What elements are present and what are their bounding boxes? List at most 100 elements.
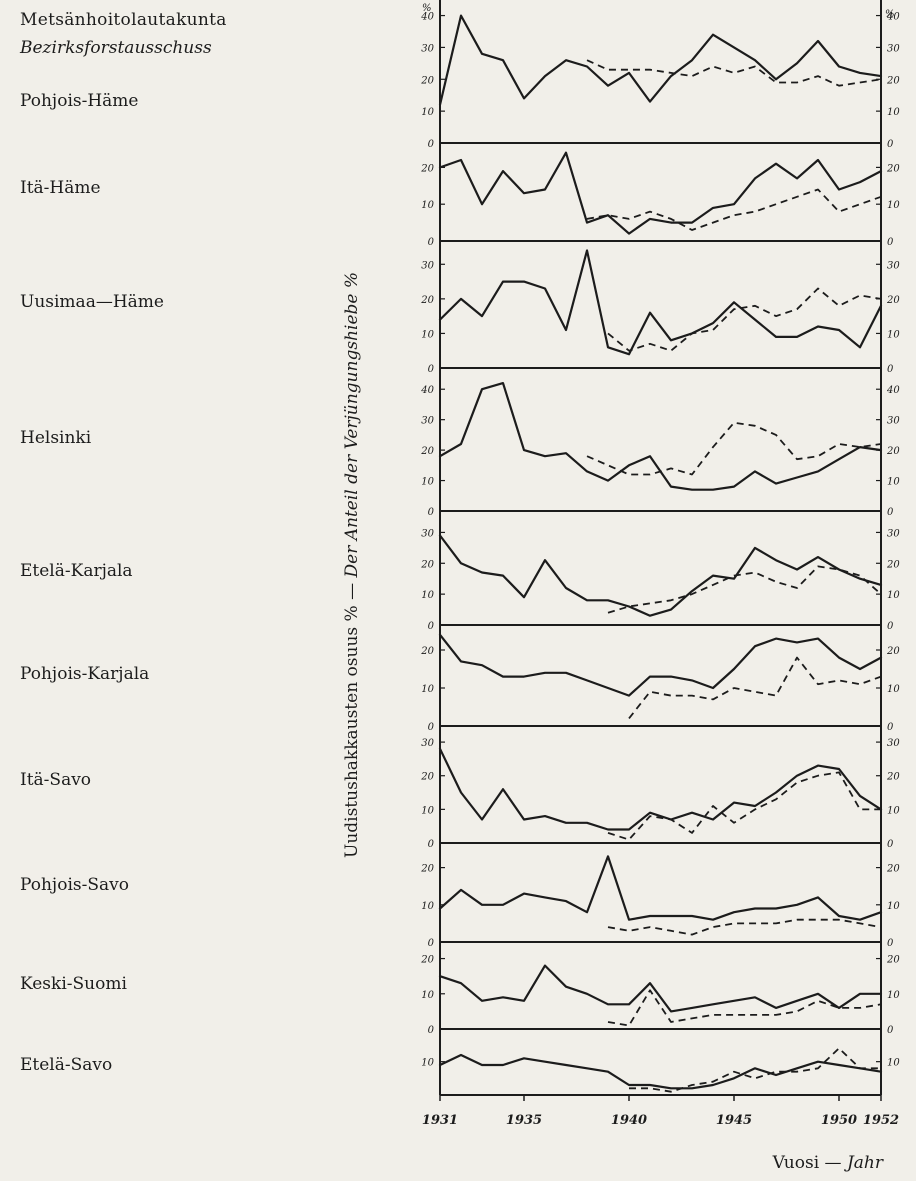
series-solid-line: [438, 855, 883, 921]
y-tick-label-left: 0: [428, 507, 435, 518]
y-tick-label-right: 0: [887, 621, 894, 632]
x-axis-label-fi: Vuosi: [772, 1153, 820, 1173]
panel-7: 0 0 10 10 20 20 30 30: [420, 738, 900, 850]
y-tick-label-right: 20: [886, 864, 900, 875]
y-tick-label-left: 0: [428, 364, 435, 375]
y-tick-label-left: 20: [420, 772, 434, 783]
y-tick-label-right: 30: [887, 738, 900, 749]
series-dashed-line: [607, 565, 882, 614]
y-tick-label-left: 40: [420, 12, 434, 23]
series-solid-line: [438, 249, 883, 356]
x-tick-label: 1952: [863, 1113, 899, 1128]
y-tick-label-left: 20: [420, 75, 434, 86]
y-tick-label-left: 0: [428, 237, 435, 248]
region-label: Pohjois-Savo: [20, 875, 129, 895]
y-tick-label-right: 30: [887, 416, 900, 427]
region-label: Keski-Suomi: [20, 974, 127, 994]
y-tick-label-left: 30: [421, 528, 434, 539]
y-tick-label-right: 0: [887, 507, 894, 518]
panel-6: 0 0 10 10 20 20: [420, 633, 900, 733]
series-solid-line: [438, 382, 883, 491]
y-tick-label-right: 0: [887, 237, 894, 248]
series-dashed-line: [586, 188, 882, 231]
panel-5: 0 0 10 10 20 20 30 30: [420, 528, 900, 632]
y-tick-label-left: 10: [421, 200, 434, 211]
series-dashed-line: [629, 1047, 881, 1093]
y-tick-label-right: 0: [887, 1025, 894, 1036]
series-solid-line: [438, 151, 883, 235]
y-tick-label-right: 40: [886, 385, 900, 396]
panel-10: 10 10: [421, 1047, 900, 1096]
series-solid-line: [438, 14, 883, 106]
series-dashed-line: [607, 771, 881, 841]
panel-4: 0 0 10 10 20 20 30 30 40 40: [420, 382, 900, 518]
x-axis-label-de: Jahr: [846, 1153, 883, 1173]
x-tick-label: 1931: [422, 1113, 458, 1128]
y-tick-label-left: 20: [420, 446, 434, 457]
y-tick-label-left: 10: [421, 1058, 434, 1069]
y-tick-label-right: 20: [886, 295, 900, 306]
series-dashed-line: [607, 989, 882, 1027]
series-solid-line: [438, 747, 883, 831]
region-label: Itä-Häme: [20, 178, 101, 198]
header-title-fi: Metsänhoitolautakunta: [20, 10, 227, 30]
y-tick-label-left: 10: [421, 477, 434, 488]
y-tick-label-right: 10: [887, 990, 900, 1001]
header-title-de: Bezirksforstausschuss: [20, 38, 212, 58]
y-tick-label-right: 10: [887, 107, 900, 118]
y-tick-label-right: 10: [887, 200, 900, 211]
y-tick-label-right: 30: [887, 43, 900, 54]
y-tick-label-right: 0: [887, 938, 894, 949]
y-tick-label-left: 10: [421, 329, 434, 340]
series-dashed-line: [628, 656, 882, 719]
series-solid-line: [438, 633, 883, 697]
y-tick-label-left: 20: [420, 163, 434, 174]
y-tick-label-left: 0: [428, 1025, 435, 1036]
y-tick-label-left: 30: [421, 738, 434, 749]
y-tick-label-right: 10: [887, 329, 900, 340]
y-tick-label-right: 40: [886, 12, 900, 23]
y-tick-label-right: 20: [886, 772, 900, 783]
x-axis-label-separator: —: [819, 1153, 847, 1173]
y-tick-label-left: 20: [420, 864, 434, 875]
region-label: Pohjois-Häme: [20, 91, 139, 111]
y-tick-label-right: 20: [886, 646, 900, 657]
panel-1: 0 0 10 10 20 20 30 30 40 40%%: [420, 3, 900, 150]
y-tick-label-left: 20: [420, 295, 434, 306]
region-label: Helsinki: [20, 428, 92, 448]
y-tick-label-left: 10: [421, 805, 434, 816]
y-tick-label-left: 10: [421, 990, 434, 1001]
series-solid-line: [438, 534, 883, 617]
y-tick-label-left: 0: [428, 722, 435, 733]
series-solid-line: [438, 964, 883, 1013]
y-tick-label-right: 30: [887, 528, 900, 539]
y-tick-label-left: 30: [421, 416, 434, 427]
region-label: Pohjois-Karjala: [20, 664, 150, 684]
percent-sign-left: %: [422, 3, 432, 14]
series-solid-line: [438, 1053, 883, 1090]
series-dashed-line: [607, 287, 882, 352]
y-tick-label-left: 10: [421, 901, 434, 912]
y-tick-label-right: 10: [887, 805, 900, 816]
region-label: Uusimaa—Häme: [20, 292, 164, 312]
series-dashed-line: [607, 918, 882, 936]
y-tick-label-right: 30: [887, 260, 900, 271]
y-tick-label-right: 20: [886, 163, 900, 174]
y-tick-label-right: 10: [887, 901, 900, 912]
y-tick-label-left: 30: [421, 260, 434, 271]
y-tick-label-right: 20: [886, 955, 900, 966]
y-tick-label-right: 0: [887, 839, 894, 850]
y-tick-label-left: 10: [421, 684, 434, 695]
x-tick-label: 1940: [611, 1113, 647, 1128]
x-tick-label: 1950: [821, 1113, 857, 1128]
y-tick-label-right: 20: [886, 446, 900, 457]
percent-sign-right: %: [885, 9, 895, 20]
y-tick-label-left: 30: [421, 43, 434, 54]
series-dashed-line: [586, 421, 882, 476]
y-tick-label-right: 10: [887, 590, 900, 601]
y-tick-label-left: 10: [421, 590, 434, 601]
x-tick-label: 1935: [506, 1113, 542, 1128]
y-tick-label-left: 40: [420, 385, 434, 396]
